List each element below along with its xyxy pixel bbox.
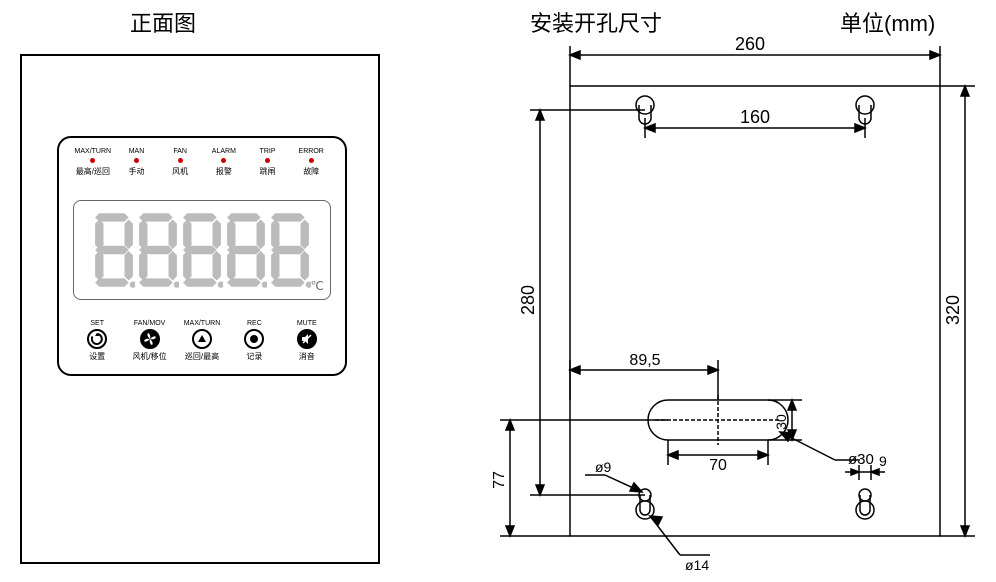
display-unit: ℃ (311, 279, 324, 293)
button-label-cn: 消音 (299, 351, 315, 362)
keyhole-bottom-right (856, 489, 874, 519)
led-indicator-row: MAX/TURN 最高/巡回 MAN 手动 FAN 风机 ALARM 报警 TR… (71, 148, 333, 177)
button-label-cn: 巡回/最高 (185, 351, 219, 362)
led-label-en: MAN (129, 148, 145, 155)
set-button[interactable]: SET 设置 (72, 320, 122, 362)
led-indicator-icon (221, 158, 226, 163)
dim-77: 77 (491, 471, 508, 489)
led-label-cn: 故障 (303, 166, 319, 177)
led-fan: FAN 风机 (158, 148, 202, 177)
button-label-cn: 风机/移位 (132, 351, 166, 362)
segment-digit (137, 211, 179, 289)
led-label-cn: 风机 (172, 166, 188, 177)
fan-mov-button[interactable]: FAN/MOV 风机/移位 (125, 320, 175, 362)
max-turn-button[interactable]: MAX/TURN 巡回/最高 (177, 320, 227, 362)
led-indicator-icon (309, 158, 314, 163)
dim-160: 160 (740, 107, 770, 127)
button-label-en: FAN/MOV (134, 320, 166, 327)
control-panel: MAX/TURN 最高/巡回 MAN 手动 FAN 风机 ALARM 报警 TR… (57, 136, 347, 376)
led-man: MAN 手动 (115, 148, 159, 177)
led-indicator-icon (90, 158, 95, 163)
dim-70: 70 (709, 457, 727, 474)
led-label-en: ALARM (212, 148, 236, 155)
button-label-en: MUTE (297, 320, 317, 327)
dim-phi14: ø14 (685, 557, 709, 573)
dim-9: 9 (879, 453, 887, 469)
mute-button[interactable]: MUTE 消音 (282, 320, 332, 362)
rec-icon (244, 329, 264, 349)
led-label-cn: 最高/巡回 (76, 166, 110, 177)
rec-button[interactable]: REC 记录 (229, 320, 279, 362)
led-label-en: MAX/TURN (75, 148, 112, 155)
led-indicator-icon (178, 158, 183, 163)
led-error: ERROR 故障 (289, 148, 333, 177)
button-label-cn: 设置 (89, 351, 105, 362)
segment-digit (269, 211, 311, 289)
fan-icon (140, 329, 160, 349)
led-label-cn: 手动 (129, 166, 145, 177)
led-label-en: TRIP (260, 148, 276, 155)
dim-260: 260 (735, 34, 765, 54)
led-indicator-icon (134, 158, 139, 163)
device-enclosure: MAX/TURN 最高/巡回 MAN 手动 FAN 风机 ALARM 报警 TR… (20, 54, 380, 564)
set-icon (87, 329, 107, 349)
segment-digit (181, 211, 223, 289)
up-icon (192, 329, 212, 349)
mute-icon (297, 329, 317, 349)
button-label-en: REC (247, 320, 262, 327)
button-label-en: SET (90, 320, 104, 327)
button-label-cn: 记录 (246, 351, 262, 362)
keyhole-bottom-left (636, 489, 654, 519)
led-label-en: ERROR (299, 148, 324, 155)
mounting-dimension-diagram: 260 160 280 320 89,5 30 70 ø30 77 ø9 ø14… (430, 0, 990, 582)
led-label-cn: 报警 (216, 166, 232, 177)
title-front: 正面图 (130, 6, 196, 38)
segment-digit (93, 211, 135, 289)
led-max-turn: MAX/TURN 最高/巡回 (71, 148, 115, 177)
segment-digit (225, 211, 267, 289)
dim-phi9: ø9 (595, 459, 612, 475)
led-alarm: ALARM 报警 (202, 148, 246, 177)
dim-89-5: 89,5 (629, 352, 660, 369)
led-indicator-icon (265, 158, 270, 163)
dim-280: 280 (518, 285, 538, 315)
seven-segment-display: ℃ (73, 200, 331, 300)
led-label-en: FAN (173, 148, 187, 155)
dim-320: 320 (943, 295, 963, 325)
button-label-en: MAX/TURN (184, 320, 221, 327)
led-trip: TRIP 跳闸 (246, 148, 290, 177)
dim-30: 30 (773, 414, 789, 430)
dim-phi30: ø30 (848, 451, 874, 468)
led-label-cn: 跳闸 (260, 166, 276, 177)
button-row: SET 设置 FAN/MOV 风机/移位 MAX/TURN 巡回/最高 REC … (71, 320, 333, 362)
